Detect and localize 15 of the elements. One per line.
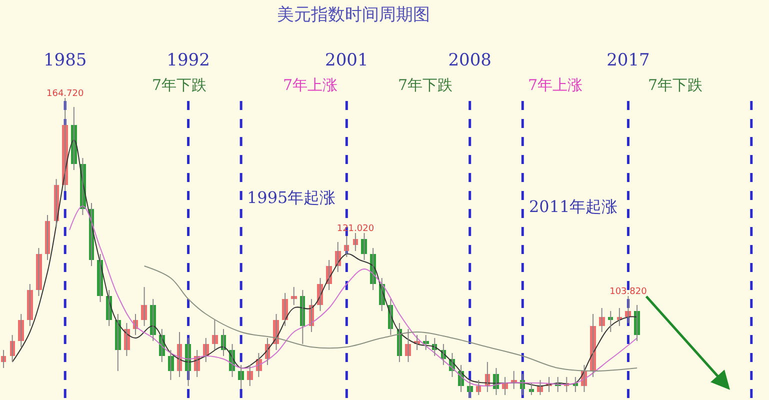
text: 7年下跌 — [152, 76, 207, 94]
chart-title: 美元指数时间周期图 — [277, 4, 430, 25]
ref-line-label: 1995年起涨 — [247, 188, 336, 207]
x-tick-label: 2001 — [325, 50, 368, 71]
x-tick-label: 2017 — [606, 50, 650, 71]
ref-line-label: 2011年起涨 — [529, 197, 618, 216]
text: 7年下跌 — [648, 76, 703, 94]
x-tick-label: 1985 — [43, 50, 87, 71]
x-tick-label: 2008 — [448, 50, 492, 71]
text: 7年上涨 — [283, 76, 338, 94]
text: 7年上涨 — [528, 76, 583, 94]
text: 7年下跌 — [398, 76, 453, 94]
text: 164.720 — [46, 88, 84, 99]
text: 103.820 — [610, 286, 647, 297]
x-tick-label: 1992 — [166, 50, 210, 71]
